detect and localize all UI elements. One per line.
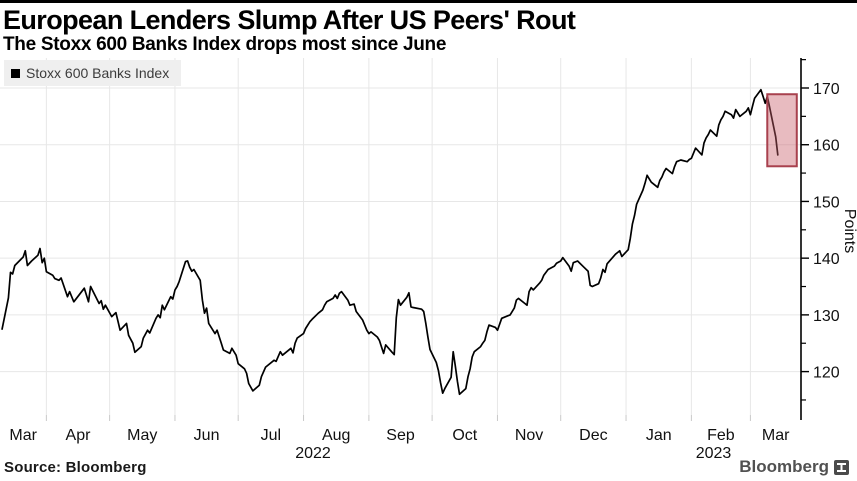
x-month-label: Jul (261, 427, 281, 444)
top-rule (0, 0, 857, 3)
series-line (1, 88, 779, 396)
page-subtitle: The Stoxx 600 Banks Index drops most sin… (3, 34, 447, 55)
legend-label: Stoxx 600 Banks Index (26, 65, 170, 81)
bloomberg-logo: Bloomberg (739, 457, 849, 477)
x-month-label: Nov (515, 427, 543, 444)
x-month-label: Feb (707, 427, 735, 444)
legend: Stoxx 600 Banks Index (4, 60, 182, 86)
x-month-label: Apr (66, 427, 92, 444)
x-month-label: Jan (646, 427, 672, 444)
page-title: European Lenders Slump After US Peers' R… (3, 5, 576, 35)
x-year-label: 2023 (696, 445, 732, 462)
x-month-label: May (127, 427, 157, 444)
legend-swatch-icon (11, 68, 20, 78)
x-month-label: Dec (579, 427, 607, 444)
x-month-label: Mar (762, 427, 790, 444)
y-tick-label: 120 (813, 365, 840, 382)
bloomberg-terminal-icon (834, 459, 849, 475)
bloomberg-wordmark: Bloomberg (739, 457, 829, 476)
x-month-label: Aug (322, 427, 350, 444)
x-month-label: Jun (194, 427, 220, 444)
x-month-label: Sep (386, 427, 415, 444)
y-tick-label: 160 (813, 138, 840, 155)
y-tick-label: 140 (813, 251, 840, 268)
source-credit: Source: Bloomberg (4, 459, 147, 476)
x-year-label: 2022 (295, 445, 331, 462)
x-month-label: Oct (452, 427, 477, 444)
x-month-label: Mar (9, 427, 37, 444)
y-tick-label: 130 (813, 308, 840, 325)
y-tick-label: 150 (813, 194, 840, 211)
highlight-box (766, 93, 798, 168)
y-axis-title: Points (841, 209, 857, 253)
y-tick-label: 170 (813, 81, 840, 98)
